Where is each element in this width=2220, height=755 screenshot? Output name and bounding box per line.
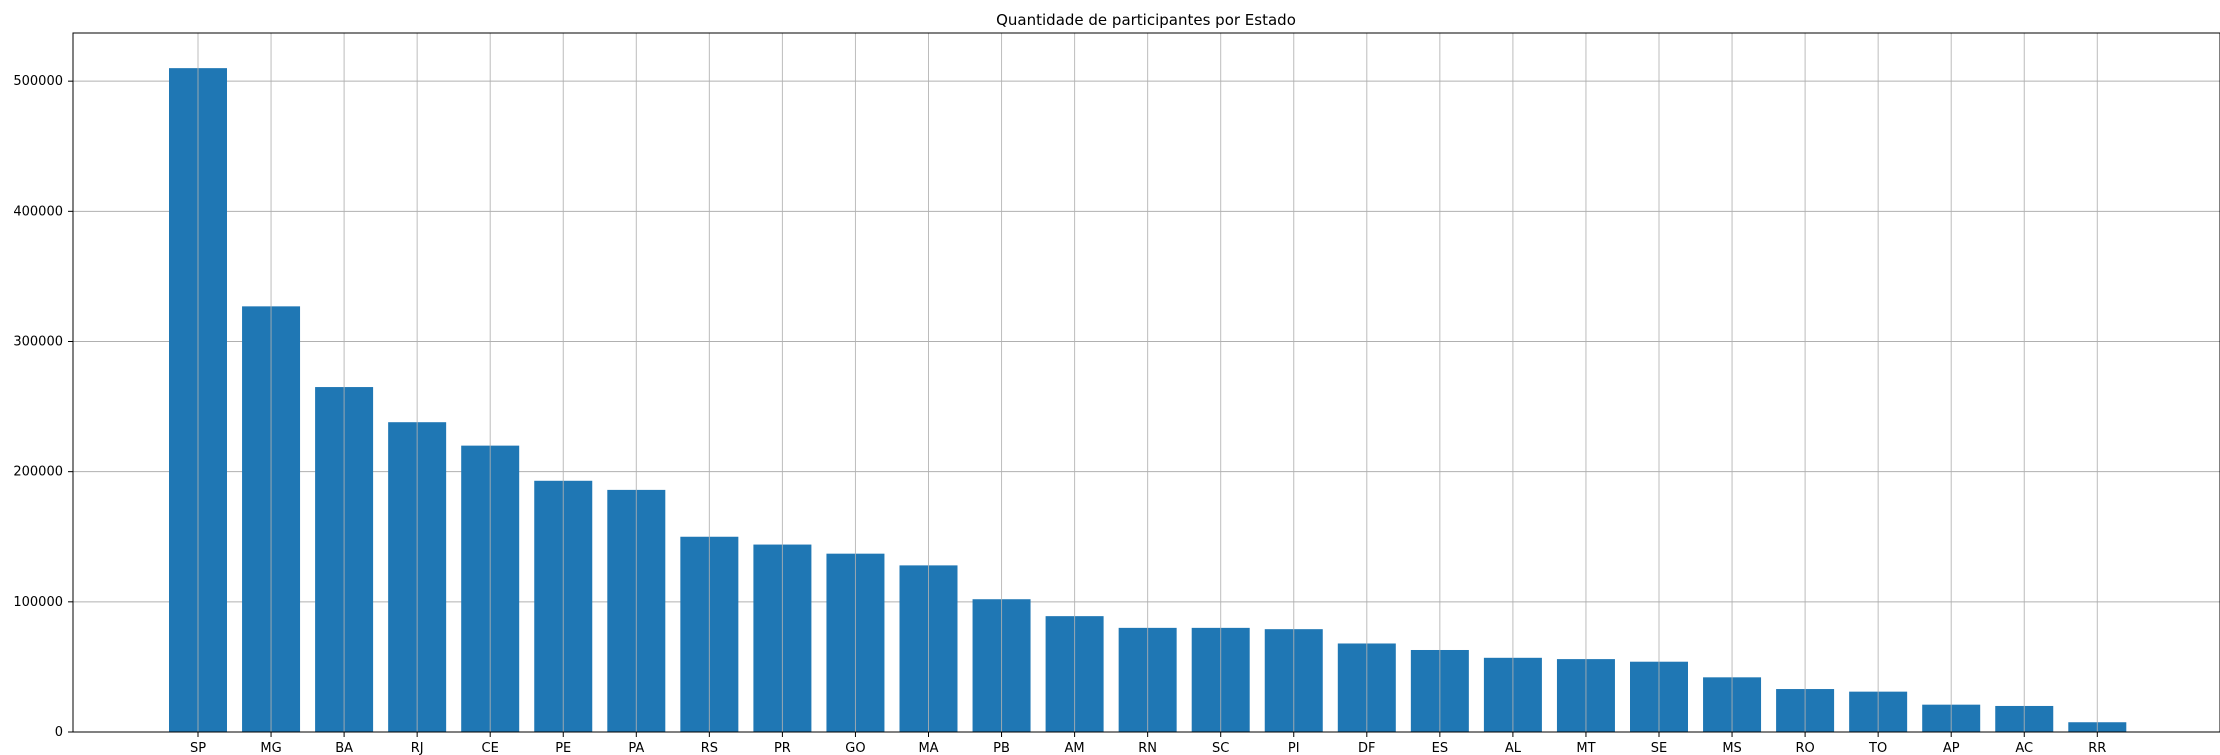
x-tick-label: AL bbox=[1505, 741, 1522, 755]
x-tick-label: PA bbox=[628, 741, 644, 755]
x-tick-label: RS bbox=[701, 741, 718, 755]
x-tick-label: TO bbox=[1868, 741, 1887, 755]
x-tick-label: MT bbox=[1576, 741, 1595, 755]
x-tick-label: PE bbox=[555, 741, 571, 755]
y-tick-label: 100000 bbox=[13, 595, 63, 610]
x-tick-label: MS bbox=[1722, 741, 1741, 755]
y-tick-label: 300000 bbox=[13, 334, 63, 349]
x-tick-label: BA bbox=[335, 741, 353, 755]
x-tick-label: PB bbox=[993, 741, 1010, 755]
x-tick-label: RN bbox=[1138, 741, 1157, 755]
plot-frame bbox=[72, 32, 2220, 733]
y-tick-label: 0 bbox=[55, 725, 63, 740]
chart-title: Quantidade de participantes por Estado bbox=[996, 11, 1296, 29]
x-tick-label: AC bbox=[2015, 741, 2033, 755]
y-tick-label: 500000 bbox=[13, 74, 63, 89]
x-tick-label: CE bbox=[482, 741, 499, 755]
y-tick-label: 200000 bbox=[13, 465, 63, 480]
x-tick-label: AM bbox=[1065, 741, 1085, 755]
x-tick-label: MA bbox=[918, 741, 938, 755]
vertical-grid-layer bbox=[197, 33, 2098, 732]
x-tick-label: SE bbox=[1651, 741, 1667, 755]
x-tick-label: RR bbox=[2088, 741, 2106, 755]
x-tick-label: RO bbox=[1795, 741, 1814, 755]
x-tick-label: SP bbox=[190, 741, 206, 755]
y-axis-ticks: 0 100000 200000 300000 400000 500000 bbox=[13, 74, 73, 740]
x-tick-label: SC bbox=[1212, 741, 1229, 755]
x-tick-label: AP bbox=[1943, 741, 1960, 755]
x-tick-label: RJ bbox=[411, 741, 424, 755]
x-tick-label: MG bbox=[260, 741, 281, 755]
x-tick-label: ES bbox=[1432, 741, 1448, 755]
x-tick-label: GO bbox=[845, 741, 865, 755]
x-tick-label: PI bbox=[1288, 741, 1300, 755]
x-tick-label: DF bbox=[1358, 741, 1376, 755]
x-axis-ticks: SP MG BA RJ CE PE PA RS PR GO MA PB AM RN SC PI DF ES AL MT… bbox=[190, 732, 2106, 755]
y-tick-label: 400000 bbox=[13, 204, 63, 219]
x-tick-label: PR bbox=[774, 741, 791, 755]
